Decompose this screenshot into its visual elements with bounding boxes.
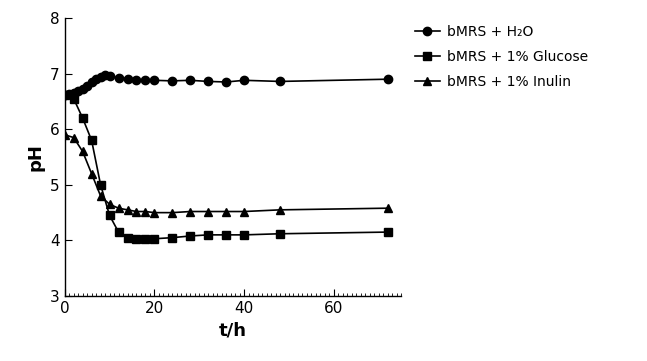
- bMRS + 1% Glucose: [142, 237, 149, 242]
- bMRS + 1% Inulin: [240, 209, 248, 214]
- bMRS + 1% Glucose: [276, 232, 284, 236]
- bMRS + H₂O: [240, 78, 248, 82]
- Y-axis label: pH: pH: [27, 143, 45, 171]
- bMRS + H₂O: [186, 78, 194, 82]
- Line: bMRS + 1% Glucose: bMRS + 1% Glucose: [61, 91, 392, 243]
- bMRS + 1% Inulin: [88, 171, 96, 176]
- bMRS + 1% Inulin: [204, 209, 212, 214]
- bMRS + H₂O: [70, 91, 78, 95]
- bMRS + 1% Inulin: [70, 135, 78, 140]
- bMRS + H₂O: [133, 78, 140, 82]
- bMRS + H₂O: [93, 77, 100, 81]
- bMRS + 1% Glucose: [61, 93, 69, 97]
- bMRS + H₂O: [74, 89, 82, 93]
- bMRS + H₂O: [124, 77, 131, 81]
- bMRS + 1% Glucose: [168, 235, 176, 240]
- bMRS + 1% Inulin: [168, 210, 176, 215]
- bMRS + H₂O: [83, 84, 91, 88]
- Line: bMRS + 1% Inulin: bMRS + 1% Inulin: [61, 131, 392, 217]
- bMRS + 1% Glucose: [240, 233, 248, 237]
- bMRS + 1% Glucose: [115, 230, 122, 234]
- bMRS + 1% Inulin: [105, 202, 113, 206]
- bMRS + H₂O: [276, 79, 284, 84]
- bMRS + 1% Inulin: [133, 209, 140, 214]
- bMRS + H₂O: [204, 79, 212, 84]
- bMRS + H₂O: [142, 78, 149, 82]
- bMRS + 1% Inulin: [61, 132, 69, 137]
- bMRS + H₂O: [88, 80, 96, 84]
- bMRS + H₂O: [151, 78, 159, 82]
- bMRS + 1% Inulin: [96, 194, 104, 198]
- bMRS + 1% Glucose: [151, 236, 159, 241]
- bMRS + 1% Glucose: [204, 233, 212, 237]
- Legend: bMRS + H₂O, bMRS + 1% Glucose, bMRS + 1% Inulin: bMRS + H₂O, bMRS + 1% Glucose, bMRS + 1%…: [415, 25, 588, 89]
- bMRS + H₂O: [101, 73, 109, 78]
- bMRS + 1% Inulin: [79, 149, 87, 154]
- bMRS + H₂O: [223, 80, 230, 84]
- bMRS + 1% Glucose: [96, 183, 104, 187]
- bMRS + 1% Inulin: [115, 206, 122, 210]
- bMRS + 1% Inulin: [186, 209, 194, 214]
- bMRS + 1% Inulin: [142, 209, 149, 214]
- bMRS + 1% Glucose: [79, 116, 87, 120]
- bMRS + H₂O: [115, 75, 122, 80]
- bMRS + H₂O: [384, 77, 391, 81]
- bMRS + 1% Glucose: [88, 138, 96, 143]
- bMRS + H₂O: [168, 79, 176, 83]
- X-axis label: t/h: t/h: [219, 321, 247, 339]
- bMRS + 1% Inulin: [151, 210, 159, 215]
- bMRS + 1% Glucose: [384, 230, 391, 234]
- bMRS + H₂O: [79, 87, 87, 91]
- bMRS + 1% Inulin: [124, 208, 131, 212]
- bMRS + 1% Glucose: [133, 236, 140, 241]
- Line: bMRS + H₂O: bMRS + H₂O: [61, 71, 392, 99]
- bMRS + 1% Glucose: [105, 213, 113, 218]
- bMRS + H₂O: [65, 92, 73, 96]
- bMRS + H₂O: [61, 93, 69, 97]
- bMRS + H₂O: [105, 74, 113, 79]
- bMRS + 1% Glucose: [223, 233, 230, 237]
- bMRS + H₂O: [96, 75, 104, 79]
- bMRS + 1% Inulin: [223, 209, 230, 214]
- bMRS + 1% Glucose: [124, 235, 131, 240]
- bMRS + 1% Glucose: [70, 96, 78, 101]
- bMRS + 1% Inulin: [384, 206, 391, 210]
- bMRS + 1% Inulin: [276, 208, 284, 212]
- bMRS + 1% Glucose: [186, 234, 194, 238]
